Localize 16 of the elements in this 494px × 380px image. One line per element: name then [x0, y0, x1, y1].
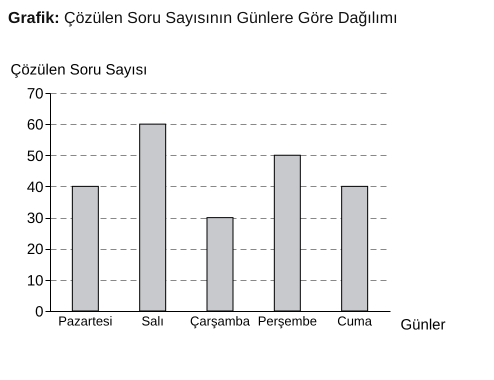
- y-tick-label: 10: [26, 272, 44, 290]
- y-tick-label: 40: [26, 178, 44, 196]
- y-axis-title: Çözülen Soru Sayısı: [10, 62, 148, 78]
- x-axis-title: Günler: [400, 316, 446, 334]
- y-tick-label: 20: [26, 241, 44, 258]
- x-tick-label: Perşembe: [258, 314, 317, 328]
- chart-title: Grafik: Çözülen Soru Sayısının Günlere Göre Dağılımı: [7, 9, 399, 29]
- y-tick-label: 70: [26, 86, 44, 102]
- x-tick-label: Cuma: [337, 314, 373, 328]
- y-tick-label: 0: [35, 304, 44, 320]
- y-tick-label: 30: [26, 210, 44, 228]
- x-tick-label: Pazartesi: [58, 314, 113, 328]
- x-tick-label: Salı: [141, 314, 164, 328]
- x-tick-label: Çarşamba: [190, 314, 251, 328]
- y-tick-label: 50: [26, 148, 44, 165]
- y-tick-label: 60: [26, 116, 44, 134]
